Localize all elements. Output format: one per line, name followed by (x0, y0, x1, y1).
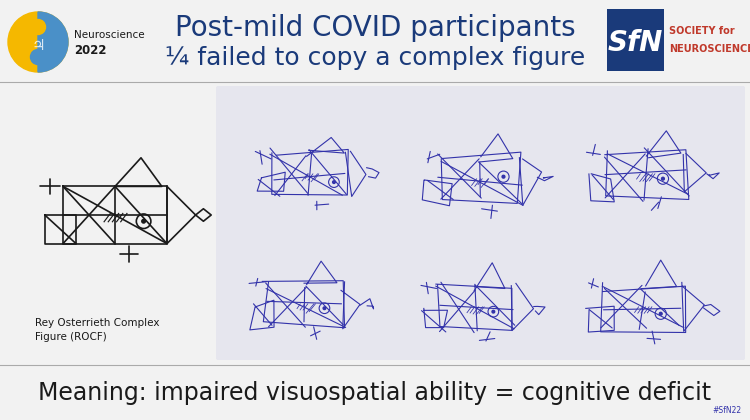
Text: SfN: SfN (608, 29, 663, 57)
Text: #SfN22: #SfN22 (712, 406, 742, 415)
FancyBboxPatch shape (607, 9, 664, 71)
Circle shape (323, 307, 326, 310)
Circle shape (8, 12, 68, 72)
Circle shape (142, 219, 146, 223)
Text: NEUROSCIENCE: NEUROSCIENCE (669, 44, 750, 54)
Circle shape (492, 310, 495, 313)
Text: Neuroscience: Neuroscience (74, 30, 145, 40)
Text: ♃: ♃ (32, 39, 45, 53)
Text: Rey Osterrieth Complex
Figure (ROCF): Rey Osterrieth Complex Figure (ROCF) (35, 318, 160, 342)
Circle shape (31, 50, 46, 65)
Text: 2022: 2022 (74, 45, 106, 58)
Text: Post-mild COVID participants: Post-mild COVID participants (175, 14, 575, 42)
Circle shape (332, 181, 335, 184)
Wedge shape (38, 12, 68, 72)
Circle shape (31, 19, 46, 34)
Circle shape (662, 177, 664, 180)
Circle shape (659, 312, 662, 315)
Text: SOCIETY for: SOCIETY for (669, 26, 734, 36)
Text: Meaning: impaired visuospatial ability = cognitive deficit: Meaning: impaired visuospatial ability =… (38, 381, 712, 405)
FancyBboxPatch shape (216, 86, 745, 360)
Circle shape (502, 175, 505, 178)
Text: ¼ failed to copy a complex figure: ¼ failed to copy a complex figure (165, 46, 585, 70)
